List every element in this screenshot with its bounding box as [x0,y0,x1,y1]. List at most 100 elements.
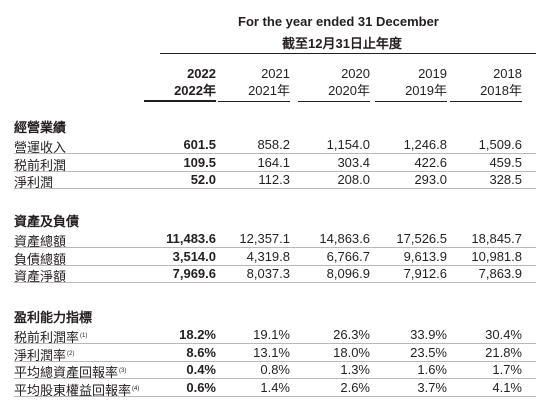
row-label-text: 淨利潤率 [14,347,67,363]
cell-value: 3.7% [417,379,447,395]
row-divider [14,153,536,154]
table-row: 淨利潤 52.0 112.3 208.0 293.0 328.5 [0,172,554,191]
cell-value: 18.2% [179,327,216,342]
section-title: 盈利能力指標 [14,310,93,325]
cell-value: 1,509.6 [478,137,522,152]
cell-value: 1.4% [260,379,290,395]
footnote-marker: (3) [119,368,127,374]
cell-value: 1,246.8 [403,137,447,152]
year-label-en: 2022 [187,66,216,81]
row-divider [14,395,536,397]
cell-value: 8.6% [186,344,216,360]
row-divider [14,343,536,344]
cell-value: 12,357.1 [239,231,290,246]
table-row: 平均總資產回報率(3) 0.4% 0.8% 1.3% 1.6% 1.7% [0,362,554,381]
row-divider [14,264,536,266]
row-divider [14,360,536,362]
row-label-text: 負債總額 [14,251,67,267]
row-label: 資產淨額 [14,266,66,285]
table-row: 資產淨額 7,969.6 8,037.3 8,096.9 7,912.6 7,863.9 [0,266,554,285]
table-row: 税前利潤 109.5 164.1 303.4 422.6 459.5 [0,154,554,173]
row-label-text: 税前利潤率 [14,330,80,345]
row-label-text: 資產總額 [14,234,67,249]
table-row: 淨利潤率(2) 8.6% 13.1% 18.0% 23.5% 21.8% [0,344,554,363]
row-divider [14,247,536,248]
footnote-marker: (4) [132,385,140,392]
cell-value: 7,863.9 [478,266,522,281]
cell-value: 0.6% [186,379,216,395]
row-label: 資產總額 [14,231,66,250]
cell-value: 33.9% [410,327,447,342]
cell-value: 13.1% [253,344,290,360]
table-row: 營運收入 601.5 858.2 1,154.0 1,246.8 1,509.6 [0,137,554,156]
cell-value: 10,981.8 [471,248,522,264]
cell-value: 14,863.6 [319,231,370,246]
year-rule [218,101,290,102]
cell-value: 9,613.9 [403,248,447,264]
cell-value: 4.1% [492,379,522,395]
cell-value: 1.7% [492,362,522,377]
year-rule [298,101,370,102]
row-label-text: 平均股東權益回報率 [14,382,132,398]
cell-value: 601.5 [183,137,216,152]
footnote-marker: (1) [80,333,88,339]
cell-value: 6,766.7 [326,248,370,264]
cell-value: 1.6% [417,362,447,377]
cell-value: 109.5 [183,154,216,170]
cell-value: 2.6% [340,379,370,395]
table-row: 平均股東權益回報率(4) 0.6% 1.4% 2.6% 3.7% 4.1% [0,379,554,399]
cell-value: 4,319.8 [246,248,290,264]
cell-value: 11,483.6 [166,231,216,246]
year-rule [450,101,522,102]
year-label-zh: 2020年 [328,83,370,98]
row-label-text: 營運收入 [14,140,67,155]
cell-value: 3,514.0 [172,248,216,264]
row-label-text: 税前利潤 [14,157,67,173]
row-label: 負債總額 [14,249,66,268]
year-label-zh: 2019年 [405,83,447,98]
row-label: 淨利潤 [14,172,53,191]
cell-value: 7,912.6 [403,266,447,281]
row-label: 營運收入 [14,137,66,156]
year-label-en: 2018 [493,66,522,81]
cell-value: 303.4 [337,154,370,170]
cell-value: 21.8% [485,344,522,360]
row-label: 平均總資產回報率(3) [14,362,126,381]
footnote-marker: (2) [67,350,75,357]
row-label-text: 平均總資產回報率 [14,365,119,380]
cell-value: 1,154.0 [326,137,370,152]
header-title-en: For the year ended 31 December [238,14,439,29]
table-row: 資產總額 11,483.6 12,357.1 14,863.6 17,526.5 18,8… [0,231,554,250]
year-label-en: 2019 [418,66,447,81]
cell-value: 858.2 [257,137,290,152]
cell-value: 1.3% [340,362,370,377]
year-label-zh: 2018年 [480,83,522,98]
row-label: 平均股東權益回報率(4) [14,380,139,399]
cell-value: 208.0 [337,172,370,187]
table-row: 負債總額 3,514.0 4,319.8 6,766.7 9,613.9 10,981.8 [0,248,554,268]
year-rule [144,100,216,102]
cell-value: 18,845.7 [471,231,522,246]
cell-value: 26.3% [333,327,370,342]
table-row: 税前利潤率(1) 18.2% 19.1% 26.3% 33.9% 30.4% [0,327,554,346]
year-label-zh: 2021年 [248,83,290,98]
cell-value: 8,096.9 [326,266,370,281]
cell-value: 7,969.6 [172,266,216,281]
cell-value: 30.4% [485,327,522,342]
year-label-en: 2021 [261,66,290,81]
header-rule [160,53,536,54]
row-label: 税前利潤率(1) [14,327,87,346]
cell-value: 23.5% [410,344,447,360]
cell-value: 0.8% [260,362,290,377]
section-title: 經營業績 [14,120,67,135]
row-label-text: 資產淨額 [14,269,67,284]
year-label-en: 2020 [341,66,370,81]
cell-value: 17,526.5 [396,231,447,246]
cell-value: 164.1 [257,154,290,170]
cell-value: 293.0 [414,172,447,187]
cell-value: 52.0 [190,172,216,187]
row-divider [14,378,536,379]
cell-value: 422.6 [414,154,447,170]
row-divider [14,170,536,172]
cell-value: 8,037.3 [246,266,290,281]
